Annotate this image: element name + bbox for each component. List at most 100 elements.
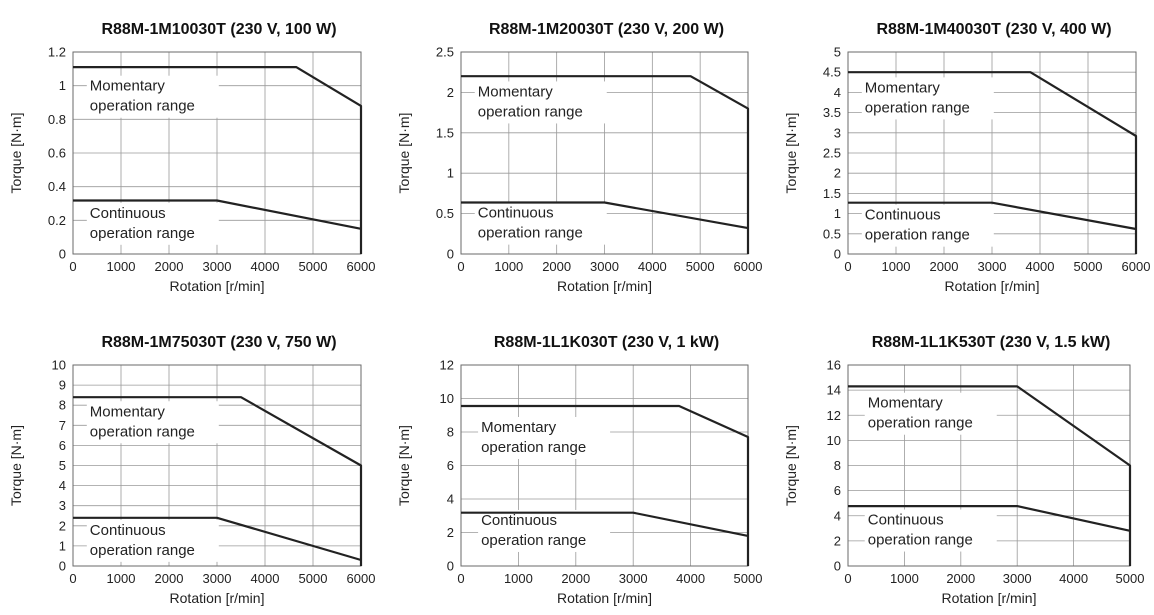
x-tick-label: 3000 xyxy=(619,571,648,586)
continuous-label-bg xyxy=(478,509,611,552)
x-tick-label: 5000 xyxy=(299,571,328,586)
chart-1: R88M-1M10030T (230 V, 100 W) 0 1000 2000 300… xyxy=(8,21,375,294)
chart-6: R88M-1L1K530T (230 V, 1.5 kW) 0 1000 2000 30… xyxy=(783,334,1144,606)
x-tick-label: 0 xyxy=(844,571,851,586)
y-tick-label: 2 xyxy=(447,525,454,540)
x-tick-label: 2000 xyxy=(155,259,184,274)
y-tick-label: 1.5 xyxy=(823,186,841,201)
y-tick-label: 0 xyxy=(59,559,66,574)
momentary-torque-line xyxy=(73,396,363,566)
x-tick-label: 3000 xyxy=(1003,571,1032,586)
x-tick-label: 1000 xyxy=(107,571,136,586)
continuous-label-bg xyxy=(86,202,219,245)
momentary-torque-line xyxy=(848,385,1132,566)
x-tick-label: 6000 xyxy=(347,259,376,274)
y-tick-label: 10 xyxy=(827,433,841,448)
continuous-label-bg xyxy=(474,202,607,245)
y-tick-label: 10 xyxy=(52,358,66,373)
momentary-torque-line xyxy=(461,404,750,566)
momentary-label-bg xyxy=(864,392,997,435)
y-tick-label: 0.8 xyxy=(48,112,66,127)
x-tick-label: 6000 xyxy=(347,571,376,586)
x-tick-label: 2000 xyxy=(946,571,975,586)
momentary-range-label: Momentary xyxy=(481,419,557,436)
y-tick-label: 2 xyxy=(59,518,66,533)
continuous-range-label: operation range xyxy=(868,532,973,549)
momentary-range-label: operation range xyxy=(865,99,970,116)
y-tick-label: 6 xyxy=(447,458,454,473)
y-tick-label: 1 xyxy=(59,78,66,93)
x-tick-label: 3000 xyxy=(978,259,1007,274)
y-axis-label: Torque [N·m] xyxy=(396,425,412,506)
x-axis-label: Rotation [r/min] xyxy=(942,590,1037,606)
x-tick-label: 5000 xyxy=(1074,259,1103,274)
chart-5: R88M-1L1K030T (230 V, 1 kW) 0 1000 2000 3000… xyxy=(396,334,762,606)
y-tick-label: 3.5 xyxy=(823,105,841,120)
y-tick-label: 4.5 xyxy=(823,65,841,80)
x-tick-label: 3000 xyxy=(203,259,232,274)
momentary-range-label: Momentary xyxy=(90,403,166,420)
continuous-range-label: operation range xyxy=(90,225,195,242)
y-axis-label: Torque [N·m] xyxy=(8,113,24,194)
y-tick-label: 2.5 xyxy=(436,45,454,60)
chart-4: R88M-1M75030T (230 V, 750 W) 0 1000 2000 300… xyxy=(8,334,375,606)
x-tick-label: 4000 xyxy=(676,571,705,586)
x-tick-label: 0 xyxy=(69,571,76,586)
x-tick-label: 0 xyxy=(69,259,76,274)
x-tick-label: 1000 xyxy=(890,571,919,586)
y-tick-label: 1.5 xyxy=(436,125,454,140)
momentary-label-bg xyxy=(86,401,219,444)
x-tick-label: 1000 xyxy=(882,259,911,274)
chart-title: R88M-1M75030T (230 V, 750 W) xyxy=(101,334,336,351)
y-tick-label: 0.2 xyxy=(48,213,66,228)
y-tick-label: 8 xyxy=(59,398,66,413)
y-tick-label: 2 xyxy=(834,166,841,181)
continuous-range-label: Continuous xyxy=(90,522,166,539)
momentary-range-label: operation range xyxy=(90,98,195,115)
y-tick-label: 2 xyxy=(447,85,454,100)
x-tick-label: 4000 xyxy=(1059,571,1088,586)
x-axis-label: Rotation [r/min] xyxy=(945,278,1040,294)
continuous-range-label: Continuous xyxy=(481,512,557,529)
y-tick-label: 8 xyxy=(447,425,454,440)
y-tick-label: 16 xyxy=(827,358,841,373)
momentary-torque-line xyxy=(848,71,1138,254)
y-tick-label: 5 xyxy=(834,45,841,60)
x-tick-label: 0 xyxy=(457,571,464,586)
y-tick-label: 0 xyxy=(447,247,454,262)
momentary-range-label: Momentary xyxy=(865,79,941,96)
y-tick-label: 14 xyxy=(827,383,841,398)
continuous-torque-line xyxy=(73,199,362,230)
momentary-label-bg xyxy=(86,75,219,118)
x-tick-label: 2000 xyxy=(542,259,571,274)
x-tick-label: 1000 xyxy=(107,259,136,274)
y-tick-label: 0 xyxy=(834,247,841,262)
x-tick-label: 4000 xyxy=(251,259,280,274)
y-axis-label: Torque [N·m] xyxy=(783,113,799,194)
y-tick-label: 9 xyxy=(59,378,66,393)
chart-title: R88M-1M10030T (230 V, 100 W) xyxy=(101,21,336,38)
y-tick-label: 3 xyxy=(834,125,841,140)
y-axis-label: Torque [N·m] xyxy=(783,425,799,506)
continuous-range-label: Continuous xyxy=(90,205,166,222)
x-tick-label: 2000 xyxy=(930,259,959,274)
continuous-range-label: Continuous xyxy=(868,512,944,529)
y-tick-label: 0 xyxy=(834,559,841,574)
y-tick-label: 6 xyxy=(834,483,841,498)
x-axis-label: Rotation [r/min] xyxy=(557,590,652,606)
x-axis-label: Rotation [r/min] xyxy=(170,278,265,294)
momentary-range-label: operation range xyxy=(868,415,973,432)
y-tick-label: 3 xyxy=(59,498,66,513)
chart-title: R88M-1M40030T (230 V, 400 W) xyxy=(876,21,1111,38)
x-tick-label: 2000 xyxy=(155,571,184,586)
y-tick-label: 12 xyxy=(440,358,454,373)
continuous-range-label: operation range xyxy=(90,542,195,559)
chart-title: R88M-1M20030T (230 V, 200 W) xyxy=(489,21,724,38)
momentary-range-label: Momentary xyxy=(478,83,554,100)
momentary-torque-line xyxy=(461,75,750,254)
x-tick-label: 6000 xyxy=(1122,259,1151,274)
x-tick-label: 5000 xyxy=(1116,571,1145,586)
y-tick-label: 0.4 xyxy=(48,179,66,194)
x-tick-label: 5000 xyxy=(686,259,715,274)
